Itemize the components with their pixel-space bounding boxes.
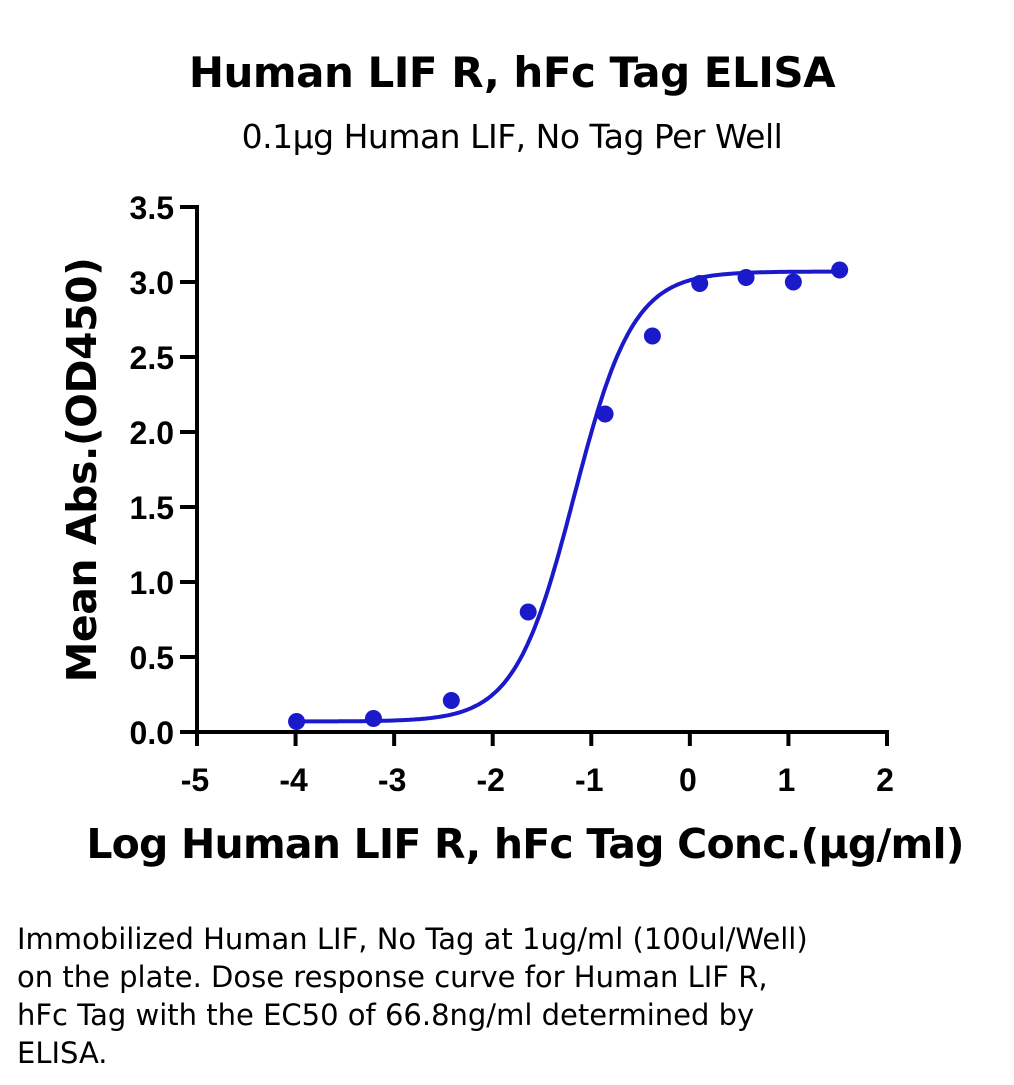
data-point (442, 692, 460, 709)
x-axis-label: Log Human LIF R, hFc Tag Conc.(μg/ml) (86, 820, 963, 868)
y-tick-label: 2.5 (130, 340, 174, 376)
elisa-dose-response-chart: -5 -4 -3 -2 -1 0 1 2 0.0 0.5 1.0 1.5 2.0 2.5 3.0 3.5 L… (58, 190, 964, 868)
x-tick-label: -5 (181, 762, 209, 798)
x-tick-label: -1 (575, 762, 603, 798)
x-tick-label: -2 (476, 762, 504, 798)
data-point (519, 603, 537, 621)
data-points (288, 261, 849, 730)
data-point (737, 269, 755, 286)
y-axis-label: Mean Abs.(OD450) (58, 258, 106, 683)
y-axis-ticks: 0.0 0.5 1.0 1.5 2.0 2.5 3.0 3.5 (130, 190, 197, 751)
caption-line: Immobilized Human LIF, No Tag at 1ug/ml … (17, 922, 808, 956)
x-axis-ticks: -5 -4 -3 -2 -1 0 1 2 (181, 732, 894, 798)
data-point (831, 261, 849, 279)
y-tick-label: 1.0 (130, 565, 174, 601)
data-point (364, 710, 382, 727)
chart-title: Human LIF R, hFc Tag ELISA (188, 48, 836, 97)
x-tick-label: 1 (778, 762, 796, 798)
caption-line: on the plate. Dose response curve for Hu… (17, 960, 768, 994)
y-tick-label: 1.5 (130, 490, 174, 526)
caption-line: ELISA. (17, 1036, 108, 1070)
x-tick-label: -3 (378, 762, 406, 798)
x-tick-label: 2 (876, 762, 894, 798)
caption-line: hFc Tag with the EC50 of 66.8ng/ml deter… (17, 998, 755, 1032)
y-tick-label: 0.5 (130, 640, 174, 676)
y-tick-label: 0.0 (130, 715, 174, 751)
y-tick-label: 3.0 (130, 265, 174, 301)
data-point (596, 405, 614, 423)
data-point (288, 713, 306, 730)
data-point (784, 273, 802, 291)
y-tick-label: 2.0 (130, 415, 174, 451)
figure-caption: Immobilized Human LIF, No Tag at 1ug/ml … (17, 920, 997, 1072)
x-tick-label: -4 (279, 762, 308, 798)
chart-subtitle: 0.1μg Human LIF, No Tag Per Well (241, 117, 783, 156)
data-point (691, 275, 709, 292)
x-tick-label: 0 (679, 762, 697, 798)
fit-curve (294, 269, 842, 724)
y-tick-label: 3.5 (130, 190, 174, 226)
data-point (643, 327, 661, 345)
axes (195, 205, 889, 734)
